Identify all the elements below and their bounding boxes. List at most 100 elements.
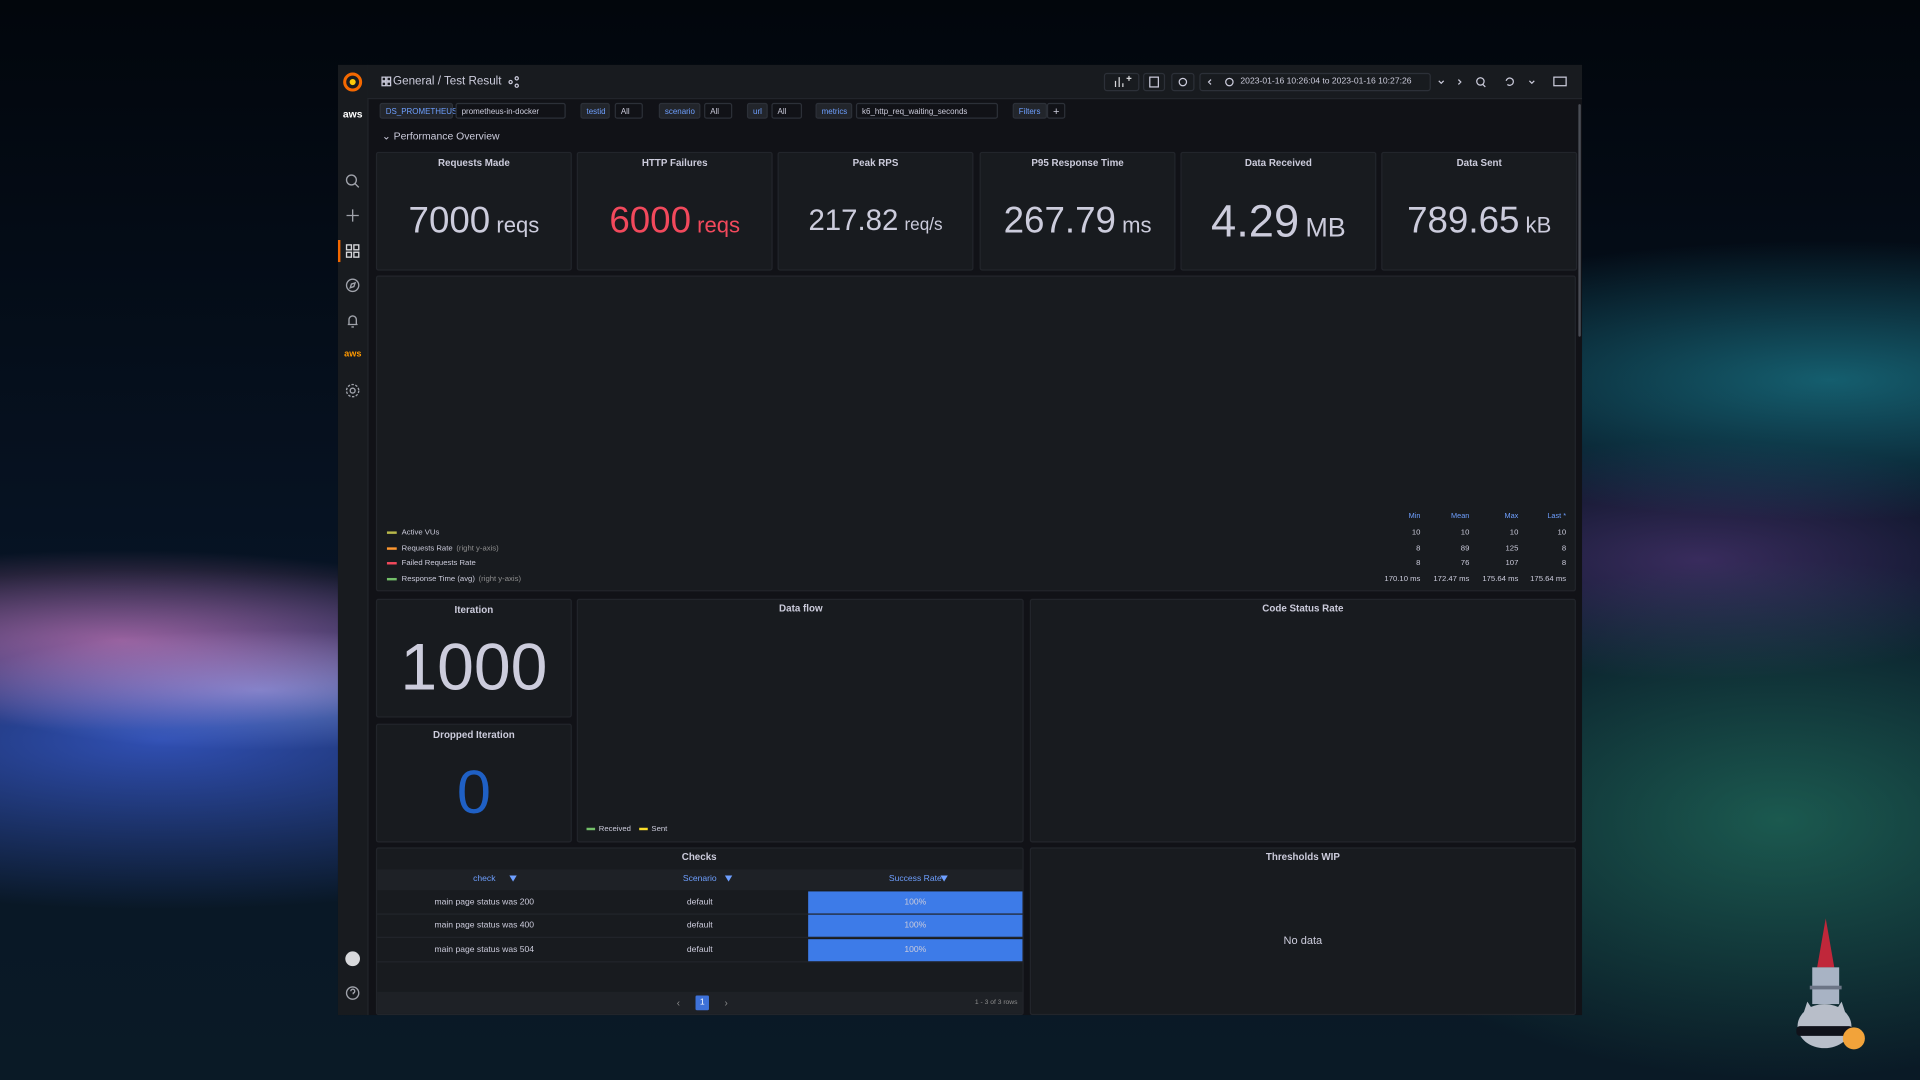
stat-panel — [375, 151, 572, 271]
stat-title: Requests Made — [437, 157, 510, 169]
legend-swatch — [586, 827, 596, 831]
legend-name: Requests Rate — [401, 543, 453, 553]
legend-name: Sent — [651, 824, 668, 834]
variable-label: metrics — [815, 102, 853, 119]
dashboards-icon[interactable] — [345, 244, 360, 258]
legend-swatch — [639, 827, 648, 831]
table-header — [377, 869, 1023, 891]
legend-stat: 8 — [1561, 558, 1567, 568]
time-range[interactable]: 2023-01-16 10:26:04 to 2023-01-16 10:27:… — [1240, 77, 1412, 86]
table-cell: default — [686, 898, 713, 907]
stat-number: 7000 — [408, 200, 491, 242]
stat-unit: MB — [1305, 211, 1346, 243]
variable-select[interactable]: All — [704, 102, 733, 119]
legend-entry[interactable]: Response Time (avg) (right y-axis) — [402, 574, 521, 583]
stat-value: 7000 reqs — [409, 201, 540, 243]
variable-select[interactable]: prometheus-in-docker — [455, 102, 566, 119]
filters-chip[interactable]: Filters — [1012, 102, 1047, 119]
legend-column: Max — [1504, 513, 1519, 521]
legend-stat: 170.10 ms — [1384, 574, 1421, 583]
sidebar — [337, 64, 369, 1016]
stat-panel — [1180, 151, 1377, 271]
settings-icon[interactable] — [349, 387, 356, 394]
legend-swatch — [386, 531, 397, 534]
stat-value: 6000 reqs — [609, 201, 740, 243]
legend-axis-note: (right y-axis) — [478, 574, 522, 583]
panel-title: Checks — [681, 851, 717, 863]
data-flow-panel — [576, 598, 1024, 843]
filter-icon — [508, 875, 517, 882]
stat-value: 789.65 kB — [1407, 201, 1551, 243]
legend-stat: 10 — [1411, 528, 1421, 537]
stat-panel — [576, 151, 773, 271]
stat-value: 1000 — [400, 630, 548, 705]
stat-unit: reqs — [496, 213, 540, 238]
settings-button[interactable] — [1171, 72, 1195, 92]
aws-logo: aws — [342, 107, 363, 120]
success-cell — [808, 938, 1023, 961]
row-title[interactable]: ⌄ Performance Overview — [382, 129, 500, 143]
dashboard-title: Test Result — [443, 74, 502, 89]
row-divider — [377, 913, 1023, 915]
stat-number: 217.82 — [808, 204, 899, 238]
legend-stat: 89 — [1460, 543, 1470, 553]
stat-unit: reqs — [697, 213, 741, 238]
top-bar — [367, 64, 1583, 100]
search-icon[interactable] — [345, 174, 358, 186]
row-divider — [377, 937, 1023, 939]
avatar[interactable] — [345, 951, 360, 967]
legend-name: Received — [598, 824, 631, 834]
variable-select[interactable]: All — [771, 102, 803, 119]
stat-number: 267.79 — [1003, 200, 1116, 242]
legend-stat: 175.64 ms — [1530, 574, 1567, 583]
add-panel-button[interactable] — [1103, 72, 1140, 92]
time-picker[interactable] — [1199, 72, 1431, 92]
table-cell: 100% — [904, 898, 927, 907]
folder-link[interactable]: General — [393, 74, 435, 89]
legend-stat: 10 — [1509, 528, 1519, 537]
legend-entry[interactable]: Active VUs — [402, 528, 440, 537]
legend-stat: 10 — [1460, 528, 1470, 537]
explore-icon[interactable] — [345, 278, 360, 293]
legend-stat: 10 — [1557, 528, 1567, 537]
breadcrumb: General / Test Result — [393, 75, 501, 88]
legend-swatch — [386, 562, 397, 565]
alert-icon[interactable] — [347, 315, 358, 328]
active-indicator — [337, 240, 341, 263]
pager-next[interactable]: › — [724, 997, 728, 1009]
success-cell — [808, 891, 1023, 914]
create-icon[interactable] — [346, 209, 359, 222]
save-button[interactable] — [1143, 72, 1166, 92]
grafana-logo — [343, 72, 363, 92]
stat-value: 4.29 MB — [1211, 196, 1346, 247]
pager-prev[interactable]: ‹ — [676, 997, 681, 1009]
legend-axis-note: (right y-axis) — [456, 543, 499, 553]
table-cell: main page status was 504 — [434, 945, 535, 954]
scrollbar — [1578, 104, 1581, 337]
stat-panel — [375, 723, 572, 843]
legend-name: Active VUs — [401, 528, 440, 537]
table-cell: default — [686, 921, 713, 931]
row-title-text: Performance Overview — [393, 129, 500, 143]
add-filter[interactable]: + — [1046, 102, 1066, 119]
legend-name: Response Time (avg) — [401, 574, 475, 583]
stat-title: Dropped Iteration — [433, 729, 515, 741]
separator: / — [437, 74, 441, 89]
variable-select[interactable]: k6_http_req_waiting_seconds — [855, 102, 998, 119]
help-icon[interactable] — [345, 986, 360, 1000]
code-status-panel — [1029, 598, 1576, 843]
stat-unit: ms — [1122, 213, 1152, 238]
stat-panel — [777, 151, 974, 271]
table-cell: default — [686, 945, 713, 954]
legend-entry[interactable]: Failed Requests Rate — [402, 559, 476, 568]
page-number: 1 — [699, 998, 705, 1008]
variable-label: DS_PROMETHEUS — [379, 102, 457, 119]
legend-swatch — [386, 577, 397, 580]
legend-entry[interactable]: Requests Rate (right y-axis) — [402, 544, 499, 553]
stat-number: 6000 — [609, 200, 692, 242]
page-button[interactable] — [695, 995, 709, 1011]
aws-item[interactable]: aws — [344, 347, 362, 359]
variable-select[interactable]: All — [614, 102, 643, 119]
